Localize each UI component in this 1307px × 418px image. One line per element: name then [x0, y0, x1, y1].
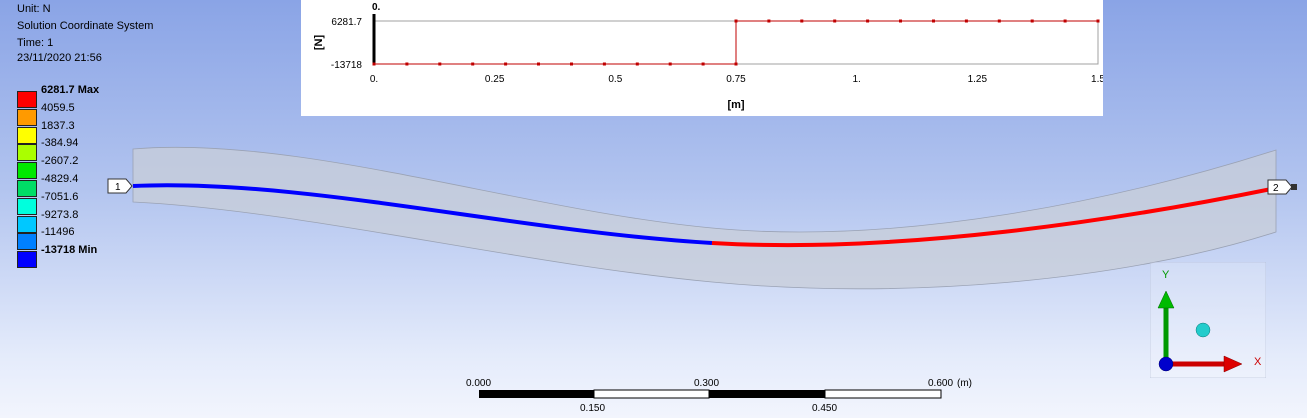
data-point [1096, 19, 1100, 23]
data-point [570, 62, 573, 66]
x-axis-arrow [1223, 355, 1243, 373]
node-2-marker[interactable]: 2 [1267, 179, 1297, 195]
header-unit: Unit: N [17, 3, 51, 15]
y-tick-label: -13718 [331, 60, 363, 71]
node-2-label: 2 [1273, 183, 1279, 194]
legend-label: -4829.4 [41, 173, 79, 185]
scale-seg-1 [479, 390, 594, 398]
y-axis-arrow [1157, 290, 1175, 309]
x-axis-unit: [m] [727, 99, 744, 111]
legend-item: -7051.6 [17, 191, 157, 218]
data-point [833, 19, 837, 23]
coordinate-triad[interactable]: Y X [1150, 262, 1266, 378]
force-chart[interactable]: 0. 0.25 0.5 0.75 1. 1.25 1.5 6281.7 -13718 [m] [N]… [301, 0, 1103, 116]
x-tick-label: 0.25 [485, 74, 505, 85]
beam-left-segment [132, 183, 713, 245]
legend-item: -9273.8 [17, 209, 157, 236]
legend-swatch [17, 233, 37, 251]
data-point [1063, 19, 1067, 23]
y-tick-label: 6281.7 [331, 17, 362, 28]
legend-label: -2607.2 [41, 155, 79, 168]
data-point [471, 62, 475, 66]
scale-seg-4 [824, 389, 942, 399]
legend-swatch [17, 215, 37, 233]
scale-label-450: 0.450 [812, 403, 837, 414]
scale-unit: (m) [957, 378, 972, 389]
scale-label-150: 0.150 [580, 403, 605, 414]
legend-swatch [17, 251, 37, 269]
header-time: Time: 1 [17, 37, 54, 49]
x-tick-label: 0.75 [726, 74, 746, 85]
legend-label: 1837.3 [41, 119, 75, 132]
y-axis-label: Y [1162, 269, 1170, 281]
data-point [635, 62, 639, 66]
header-date: 23/11/2020 21:56 [17, 52, 102, 64]
data-point [997, 19, 1001, 23]
legend-item: -13718 Min [17, 244, 157, 271]
node-2-handle [1291, 184, 1297, 190]
data-point [767, 19, 771, 23]
legend-swatch [17, 180, 37, 197]
legend-item: -4829.4 [17, 173, 157, 200]
legend-item: -384.94 [17, 137, 157, 164]
scale-label-0: 0.000 [466, 378, 491, 389]
legend-item: -11496 [17, 226, 157, 253]
x-tick-label: 0. [370, 74, 378, 85]
scale-seg-2 [593, 389, 710, 399]
isometric-view-ball[interactable] [1195, 322, 1211, 338]
x-tick-label: 1. [852, 74, 860, 85]
legend-swatch [17, 162, 37, 180]
data-point [504, 62, 508, 66]
data-point [537, 62, 540, 66]
data-point [734, 62, 738, 66]
series-line [374, 20, 1098, 65]
data-point [701, 62, 705, 66]
data-point [405, 62, 409, 66]
legend-item: 6281.7 Max [17, 84, 157, 111]
beam-band [132, 146, 1277, 290]
x-axis-label: X [1254, 356, 1262, 368]
x-tick-label: 0.5 [608, 74, 622, 85]
data-point [372, 62, 376, 66]
data-point [899, 19, 902, 23]
data-point [932, 19, 935, 23]
legend-swatch [17, 108, 37, 126]
legend-item: -2607.2 [17, 155, 157, 182]
scale-seg-3 [709, 390, 825, 398]
legend-swatch [17, 91, 37, 108]
cursor-value-label: 0. [372, 2, 381, 13]
scale-label-600: 0.600 [928, 378, 953, 389]
header-coordinate-system: Solution Coordinate System [17, 20, 154, 32]
data-point [964, 19, 968, 23]
x-tick-label: 1.25 [968, 74, 988, 85]
legend-swatch [17, 144, 37, 162]
data-point [800, 19, 804, 23]
legend-item: 4059.5 [17, 102, 157, 129]
data-point [668, 62, 672, 66]
data-point [438, 62, 442, 66]
legend-swatch [17, 126, 37, 144]
beam-right-segment [711, 186, 1277, 248]
legend-item: 1837.3 [17, 120, 157, 147]
x-tick-label: 1.5 [1091, 74, 1103, 85]
legend-label: 4059.5 [41, 101, 75, 114]
chart-panel[interactable]: 0. 0.25 0.5 0.75 1. 1.25 1.5 6281.7 -13718 [m] [N]… [301, 0, 1103, 116]
data-point [866, 19, 870, 23]
legend-swatch [17, 197, 37, 215]
data-point [1030, 19, 1034, 23]
legend-label: -384.94 [41, 137, 79, 150]
legend-label: -7051.6 [41, 190, 79, 203]
data-point [734, 19, 738, 23]
z-axis-origin [1158, 356, 1174, 372]
legend-label: -9273.8 [41, 208, 79, 221]
legend-label: -11496 [41, 226, 75, 239]
scale-label-300: 0.300 [694, 378, 719, 389]
legend-label: 6281.7 Max [41, 84, 100, 96]
legend-label: -13718 Min [41, 244, 98, 257]
data-point [602, 62, 606, 66]
y-axis-unit: [N] [313, 35, 325, 51]
